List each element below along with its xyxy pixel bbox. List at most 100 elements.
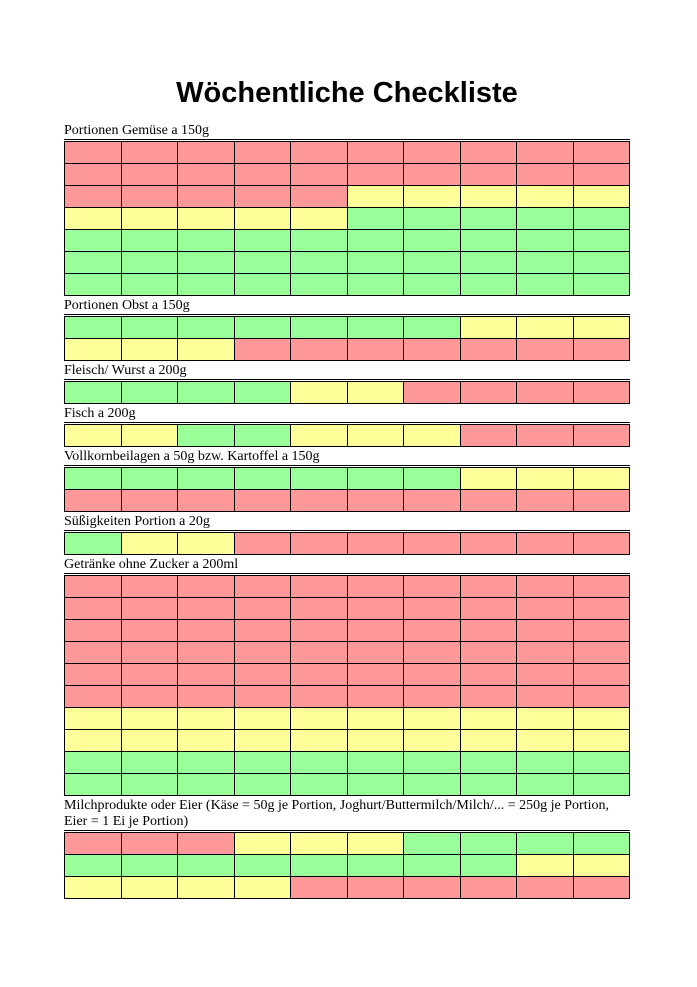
grid-cell (233, 729, 291, 752)
grid-cell (346, 467, 404, 490)
grid-cell (516, 619, 574, 642)
grid-cell (346, 424, 404, 447)
grid-cell (346, 338, 404, 361)
grid-cell (120, 424, 178, 447)
grid-cell (459, 163, 517, 186)
grid-cell (459, 641, 517, 664)
grid-cell (233, 141, 291, 164)
grid-cell (403, 185, 461, 208)
grid-row (64, 141, 630, 164)
grid-cell (64, 381, 122, 404)
grid-cell (403, 381, 461, 404)
grid-cell (403, 575, 461, 598)
grid-cell (290, 467, 348, 490)
grid-cell (120, 381, 178, 404)
grid-cell (459, 381, 517, 404)
grid-cell (64, 876, 122, 899)
grid-cell (403, 163, 461, 186)
grid-row (64, 532, 630, 555)
grid-cell (572, 663, 630, 686)
grid-cell (459, 685, 517, 708)
grid-row (64, 575, 630, 598)
grid-cell (233, 751, 291, 774)
grid-cell (290, 876, 348, 899)
grid-row (64, 467, 630, 490)
grid-cell (177, 876, 235, 899)
portion-grid (64, 532, 630, 555)
grid-cell (233, 597, 291, 620)
grid-cell (233, 273, 291, 296)
grid-cell (177, 532, 235, 555)
grid-cell (177, 424, 235, 447)
grid-cell (403, 854, 461, 877)
grid-cell (516, 424, 574, 447)
grid-row (64, 854, 630, 877)
grid-cell (572, 832, 630, 855)
checklist-section: Fisch a 200g (64, 406, 630, 447)
grid-cell (177, 229, 235, 252)
grid-cell (64, 251, 122, 274)
grid-cell (346, 663, 404, 686)
grid-cell (120, 832, 178, 855)
grid-row (64, 619, 630, 642)
grid-cell (64, 619, 122, 642)
grid-cell (459, 141, 517, 164)
grid-cell (403, 251, 461, 274)
grid-cell (177, 163, 235, 186)
grid-cell (177, 251, 235, 274)
grid-cell (177, 729, 235, 752)
portion-grid (64, 832, 630, 899)
grid-cell (177, 773, 235, 796)
grid-cell (516, 685, 574, 708)
grid-cell (120, 641, 178, 664)
grid-cell (290, 619, 348, 642)
grid-cell (516, 141, 574, 164)
grid-cell (346, 381, 404, 404)
grid-cell (233, 424, 291, 447)
grid-cell (459, 663, 517, 686)
grid-cell (120, 338, 178, 361)
grid-cell (64, 467, 122, 490)
grid-cell (177, 707, 235, 730)
grid-row (64, 729, 630, 752)
grid-cell (572, 532, 630, 555)
grid-cell (346, 273, 404, 296)
grid-cell (516, 707, 574, 730)
grid-cell (516, 338, 574, 361)
grid-cell (346, 729, 404, 752)
grid-row (64, 597, 630, 620)
grid-cell (64, 707, 122, 730)
grid-row (64, 707, 630, 730)
section-label: Fleisch/ Wurst a 200g (64, 363, 630, 380)
grid-cell (459, 273, 517, 296)
grid-row (64, 316, 630, 339)
grid-row (64, 229, 630, 252)
grid-cell (459, 729, 517, 752)
grid-cell (120, 619, 178, 642)
grid-cell (516, 207, 574, 230)
grid-cell (290, 707, 348, 730)
grid-cell (572, 273, 630, 296)
grid-cell (403, 663, 461, 686)
grid-cell (459, 251, 517, 274)
grid-row (64, 832, 630, 855)
grid-cell (346, 619, 404, 642)
grid-cell (233, 467, 291, 490)
grid-cell (64, 663, 122, 686)
grid-cell (120, 185, 178, 208)
grid-cell (572, 619, 630, 642)
grid-cell (290, 251, 348, 274)
grid-cell (120, 207, 178, 230)
grid-cell (233, 163, 291, 186)
grid-cell (120, 229, 178, 252)
grid-cell (516, 163, 574, 186)
grid-cell (233, 773, 291, 796)
grid-cell (572, 185, 630, 208)
grid-cell (403, 729, 461, 752)
grid-cell (64, 163, 122, 186)
grid-cell (290, 424, 348, 447)
portion-grid (64, 381, 630, 404)
grid-cell (64, 832, 122, 855)
grid-cell (572, 773, 630, 796)
